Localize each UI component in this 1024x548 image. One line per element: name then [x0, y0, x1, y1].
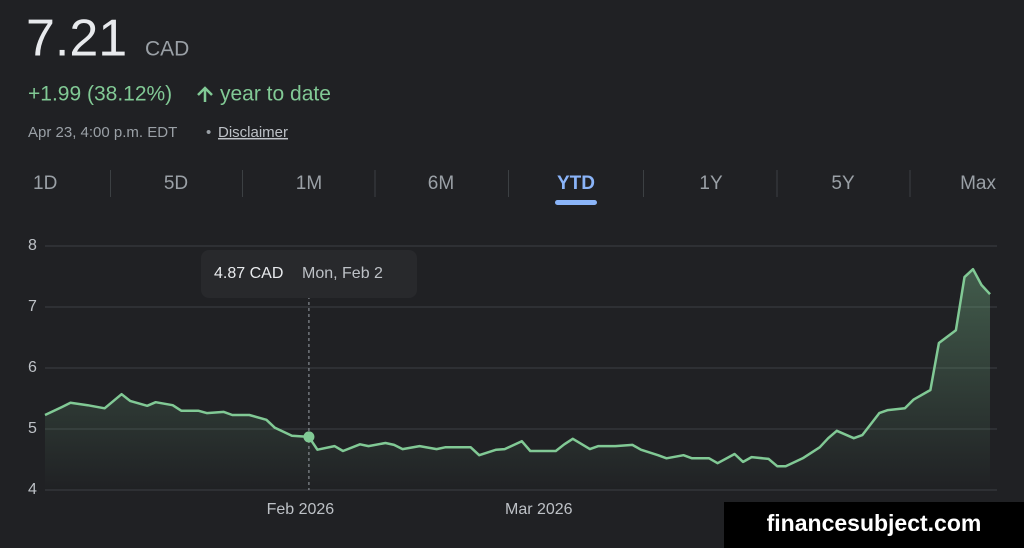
range-tab[interactable]: 6M: [428, 173, 454, 194]
range-tab[interactable]: Max: [960, 173, 996, 194]
up-arrow: [197, 86, 213, 102]
tab-indicator: [555, 200, 597, 205]
tooltip-box: [201, 250, 417, 298]
tooltip-value: 4.87 CAD: [214, 265, 283, 282]
x-tick-label: Feb 2026: [267, 501, 335, 518]
range-tab[interactable]: 1Y: [699, 173, 723, 194]
y-tick-label: 6: [28, 359, 37, 376]
price-line: [44, 267, 991, 468]
disclaimer-link[interactable]: Disclaimer: [218, 124, 288, 141]
period: year to date: [220, 83, 331, 106]
currency: CAD: [145, 38, 189, 61]
area: [45, 269, 990, 490]
range-tab[interactable]: YTD: [557, 173, 595, 194]
tooltip-date: Mon, Feb 2: [302, 265, 383, 282]
range-tabs: 1D 5D 1M 6M YTD 1Y 5Y Max: [33, 170, 996, 205]
price: 7.21: [26, 10, 127, 68]
x-tick-label: Mar 2026: [505, 501, 573, 518]
hover-point: [303, 431, 315, 443]
range-tab[interactable]: 5D: [164, 173, 188, 194]
watermark: financesubject.com: [767, 510, 982, 536]
range-tab[interactable]: 1D: [33, 173, 57, 194]
separator: •: [206, 124, 211, 141]
watermark-box: [724, 502, 1024, 548]
change: +1.99 (38.12%): [28, 83, 172, 106]
y-tick-label: 8: [28, 237, 37, 254]
y-tick-label: 5: [28, 420, 37, 437]
y-tick-label: 4: [28, 481, 37, 498]
range-tab[interactable]: 5Y: [831, 173, 855, 194]
y-tick-label: 7: [28, 298, 37, 315]
range-tab[interactable]: 1M: [296, 173, 322, 194]
timestamp: Apr 23, 4:00 p.m. EDT: [28, 124, 177, 141]
